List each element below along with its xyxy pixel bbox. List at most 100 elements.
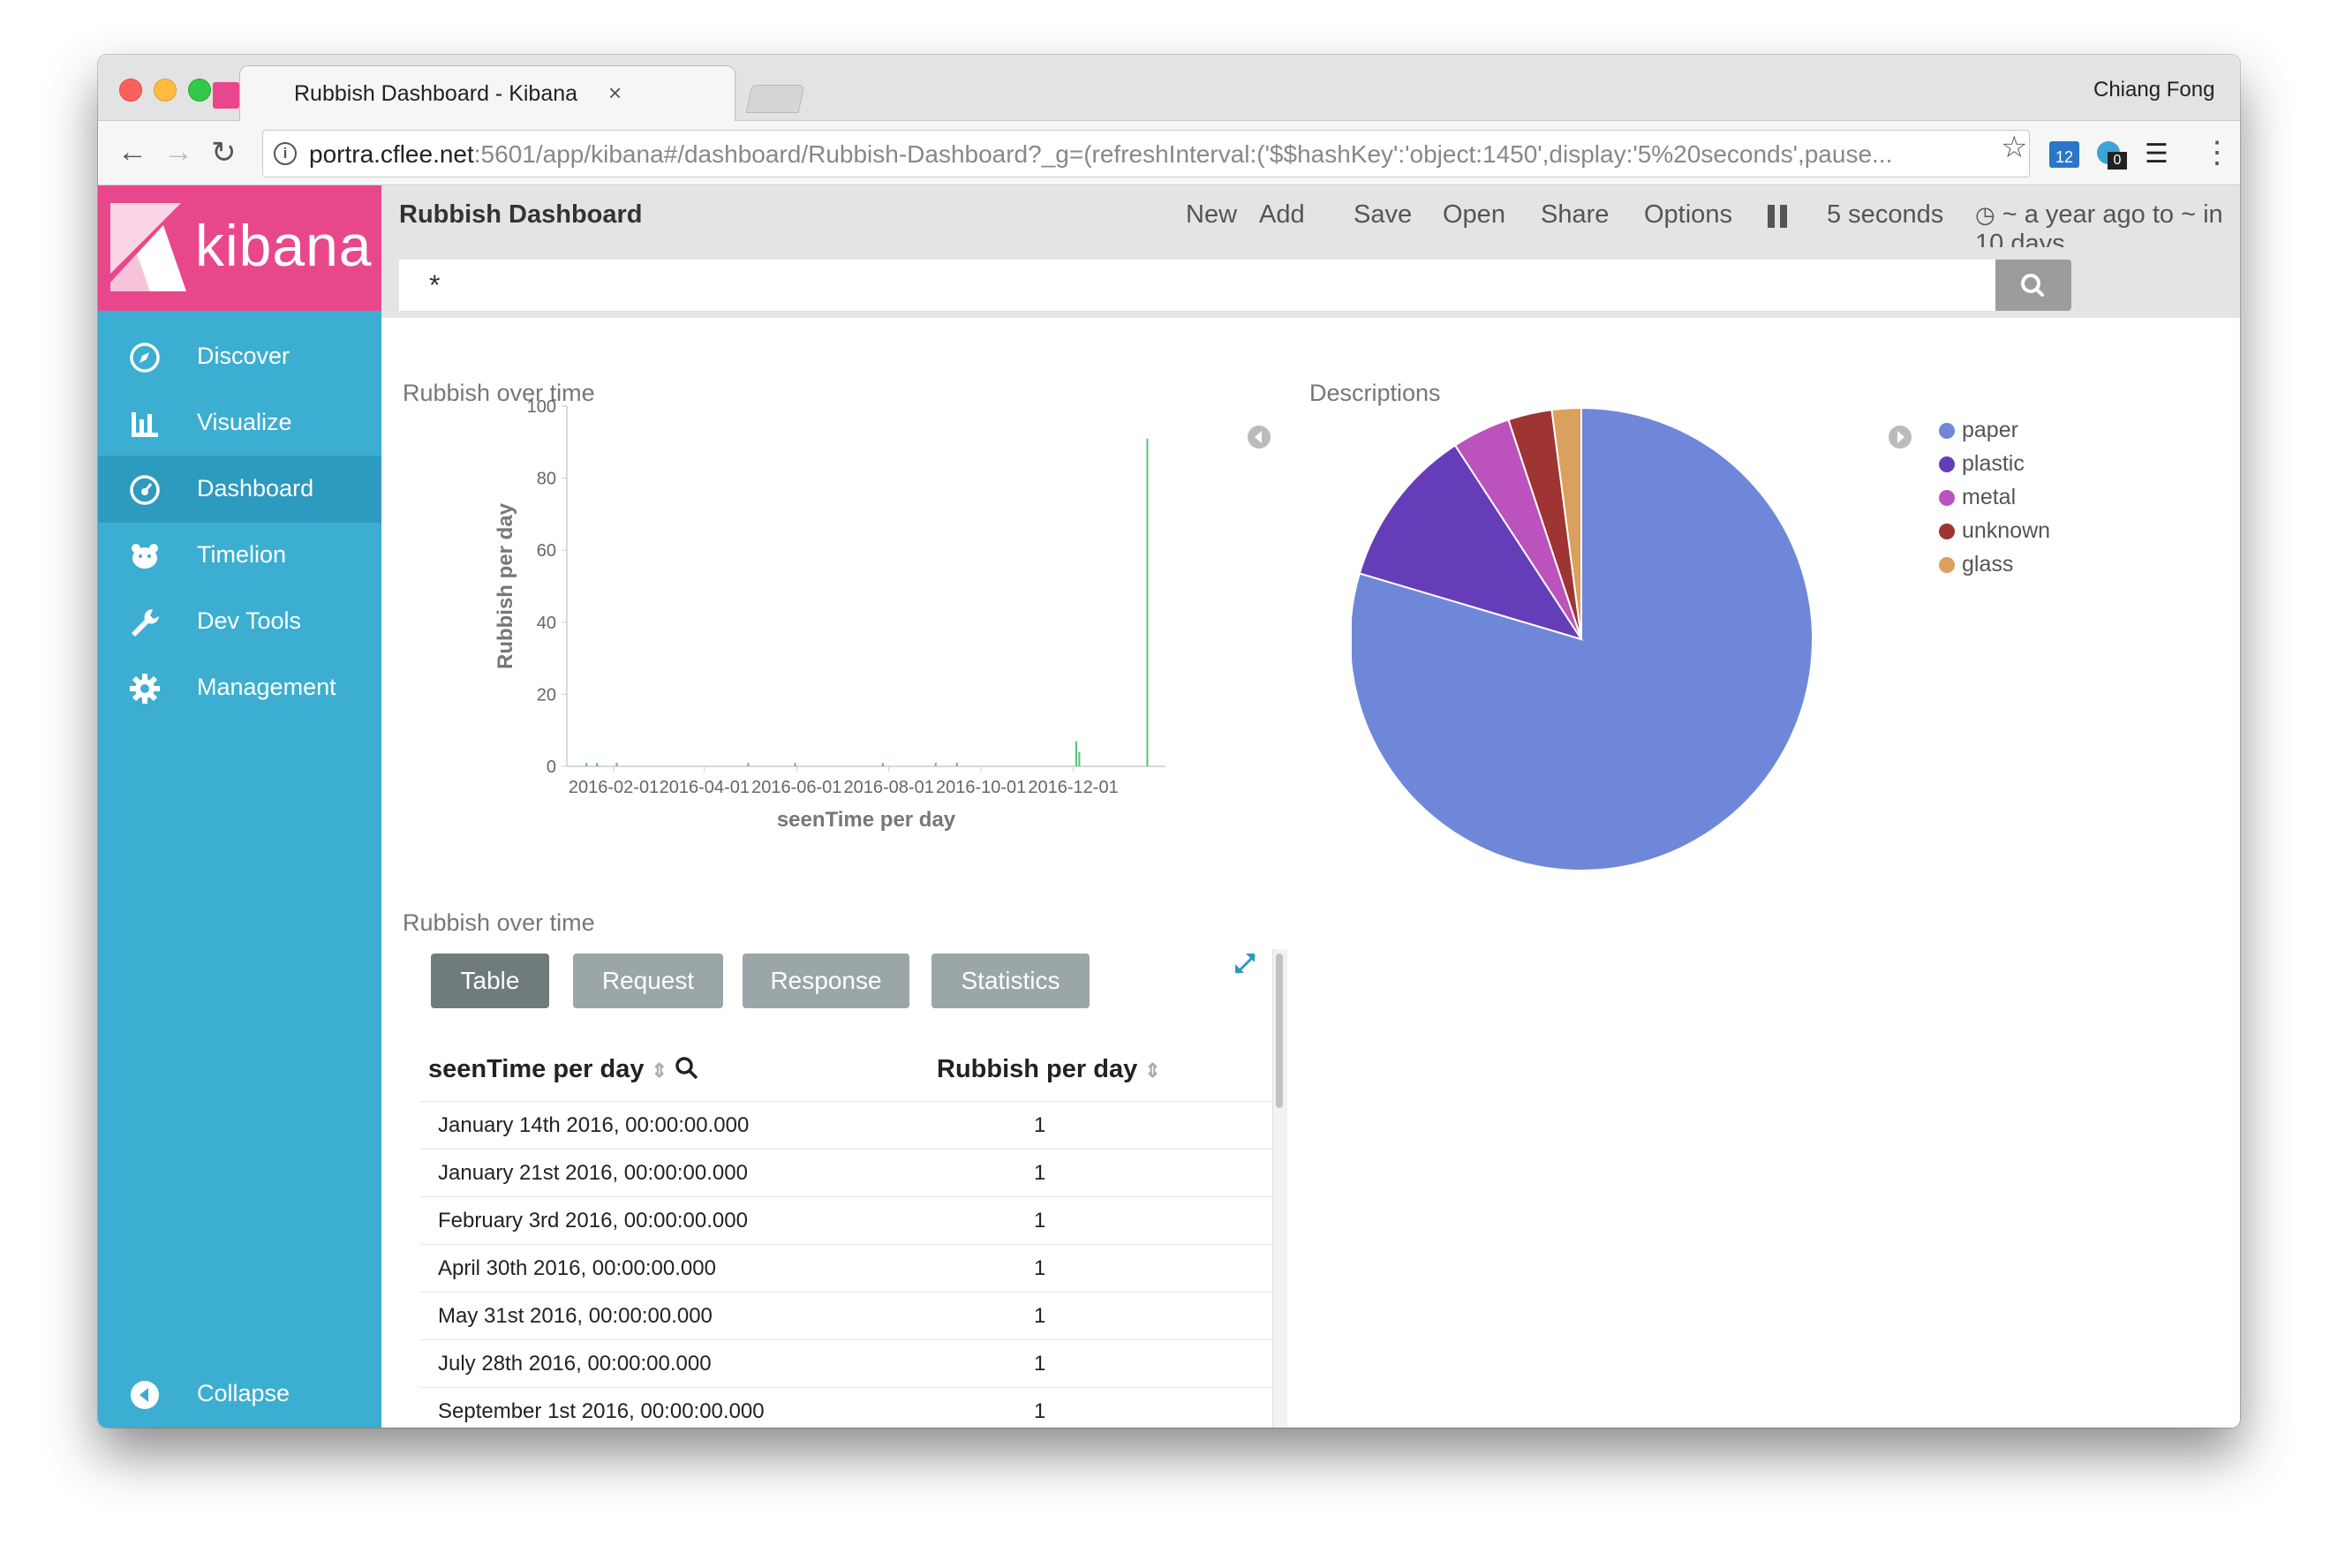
clock-icon: ◷ (1975, 201, 1995, 228)
query-bar: * (381, 247, 2240, 318)
table-cell: 1 (1034, 1209, 1046, 1233)
address-bar[interactable]: i portra.cflee.net:5601/app/kibana#/dash… (262, 130, 2030, 177)
sidebar-item-dashboard[interactable]: Dashboard (98, 456, 381, 523)
pie-panel-title: Descriptions (1309, 380, 1441, 406)
table-cell: January 21st 2016, 00:00:00.000 (438, 1161, 748, 1185)
reload-icon[interactable]: ↻ (211, 136, 237, 170)
histogram-bar (934, 762, 937, 766)
sidebar-item-timelion[interactable]: Timelion (98, 522, 381, 589)
title-bar: Rubbish Dashboard - Kibana × Chiang Fong (98, 55, 2240, 123)
browser-tab[interactable] (239, 65, 735, 123)
bookmark-star-icon[interactable]: ☆ (2001, 131, 2028, 164)
y-tick-label: 60 (537, 541, 556, 561)
sidebar-item-label: Dashboard (197, 475, 314, 501)
table-row: April 30th 2016, 00:00:00.000 1 (420, 1244, 1275, 1293)
table-cell: April 30th 2016, 00:00:00.000 (438, 1256, 716, 1280)
layers-extension-icon[interactable]: ☰ (2145, 139, 2168, 169)
legend-item-unknown[interactable]: unknown (1939, 518, 2050, 544)
table-cell: July 28th 2016, 00:00:00.000 (438, 1352, 712, 1376)
sidebar-item-management[interactable]: Management (98, 654, 381, 721)
kibana-logo-text: kibana (195, 213, 373, 278)
url-text[interactable]: portra.cflee.net:5601/app/kibana#/dashbo… (309, 140, 1892, 169)
menu-new[interactable]: New (1186, 200, 1238, 229)
privacy-extension-badge: 0 (2108, 152, 2127, 170)
histogram-bar (1078, 751, 1081, 766)
tab-request[interactable]: Request (573, 954, 723, 1008)
x-axis-title: seenTime per day (777, 808, 956, 832)
legend-item-glass[interactable]: glass (1939, 552, 2013, 577)
collapse-arrow-icon (131, 1381, 159, 1409)
legend-label: plastic (1962, 451, 2025, 476)
table-scrollbar-thumb[interactable] (1276, 954, 1283, 1108)
menu-save[interactable]: Save (1354, 200, 1413, 229)
browser-menu-icon[interactable]: ⋮ (2202, 136, 2232, 170)
sidebar-collapse-button[interactable]: Collapse (98, 1361, 381, 1428)
legend-item-metal[interactable]: metal (1939, 485, 2016, 510)
histogram-bar (615, 762, 618, 766)
histogram-bar (1075, 741, 1077, 766)
tab-statistics[interactable]: Statistics (931, 954, 1090, 1008)
column-header-rubbish[interactable]: Rubbish per day ⇕ (937, 1055, 1161, 1084)
pie-slice (1358, 444, 1584, 641)
tab-response[interactable]: Response (743, 954, 909, 1008)
sidebar-item-discover[interactable]: Discover (98, 323, 381, 390)
search-icon (2021, 274, 2044, 297)
table-row: January 21st 2016, 00:00:00.000 1 (420, 1149, 1275, 1197)
legend-toggle-left-icon[interactable] (1246, 424, 1272, 450)
histogram-bar (747, 762, 750, 766)
tab-table[interactable]: Table (431, 954, 549, 1008)
sidebar-item-visualize[interactable]: Visualize (98, 389, 381, 456)
table-cell: 1 (1034, 1352, 1046, 1376)
dashboard-header: Rubbish Dashboard New Add Save Open Shar… (381, 185, 2240, 258)
window-close-button[interactable] (119, 79, 142, 102)
forward-arrow-icon[interactable]: → (163, 135, 193, 169)
legend-item-plastic[interactable]: plastic (1939, 451, 2025, 477)
expand-icon[interactable] (1232, 950, 1260, 978)
legend-color-dot (1939, 423, 1955, 439)
kibana-logo[interactable]: kibana (98, 185, 381, 311)
legend-toggle-right-icon[interactable] (1887, 424, 1913, 450)
search-icon[interactable] (675, 1056, 699, 1081)
histogram-bar (596, 762, 599, 766)
browser-toolbar: ← → ↻ i portra.cflee.net:5601/app/kibana… (98, 121, 2240, 185)
calendar-extension-icon[interactable]: 12 (2049, 141, 2079, 168)
x-tick-label: 2016-06-01 (751, 778, 841, 797)
legend-item-paper[interactable]: paper (1939, 418, 2018, 443)
new-tab-button[interactable] (745, 85, 805, 113)
window-maximize-button[interactable] (188, 79, 211, 102)
histogram-bar (881, 762, 884, 766)
table-cell: 1 (1034, 1113, 1046, 1137)
menu-options[interactable]: Options (1644, 200, 1732, 229)
legend-color-dot (1939, 557, 1955, 573)
profile-name[interactable]: Chiang Fong (2093, 78, 2215, 102)
x-tick-label: 2016-12-01 (1028, 778, 1118, 797)
window-minimize-button[interactable] (154, 79, 177, 102)
sort-icon[interactable]: ⇕ (651, 1059, 667, 1082)
search-button[interactable] (1995, 260, 2071, 311)
menu-share[interactable]: Share (1541, 200, 1610, 229)
tab-close-icon[interactable]: × (608, 79, 622, 106)
url-host: portra.cflee.net (309, 140, 474, 168)
refresh-interval[interactable]: 5 seconds (1827, 200, 1944, 229)
sort-icon[interactable]: ⇕ (1144, 1059, 1161, 1082)
sidebar-item-dev-tools[interactable]: Dev Tools (98, 588, 381, 655)
info-icon[interactable]: i (274, 142, 297, 165)
histogram-bar (1146, 438, 1149, 766)
y-axis-title: Rubbish per day (494, 502, 517, 669)
sidebar-item-label: Management (197, 674, 336, 700)
privacy-extension-icon[interactable]: 0 (2097, 141, 2127, 170)
search-input[interactable]: * (399, 260, 1995, 311)
page-title: Rubbish Dashboard (399, 200, 643, 229)
sidebar-item-label: Dev Tools (197, 607, 302, 634)
legend-color-dot (1939, 524, 1955, 539)
table-cell: May 31st 2016, 00:00:00.000 (438, 1304, 713, 1328)
column-header-seentime[interactable]: seenTime per day ⇕ (428, 1055, 699, 1084)
back-arrow-icon[interactable]: ← (117, 135, 147, 169)
wrench-icon (132, 609, 159, 637)
x-tick-label: 2016-10-01 (936, 778, 1026, 797)
menu-add[interactable]: Add (1259, 200, 1305, 229)
pause-icon[interactable] (1768, 205, 1789, 228)
bar-chart-icon (132, 412, 158, 437)
menu-open[interactable]: Open (1443, 200, 1505, 229)
legend-label: glass (1962, 552, 2014, 577)
